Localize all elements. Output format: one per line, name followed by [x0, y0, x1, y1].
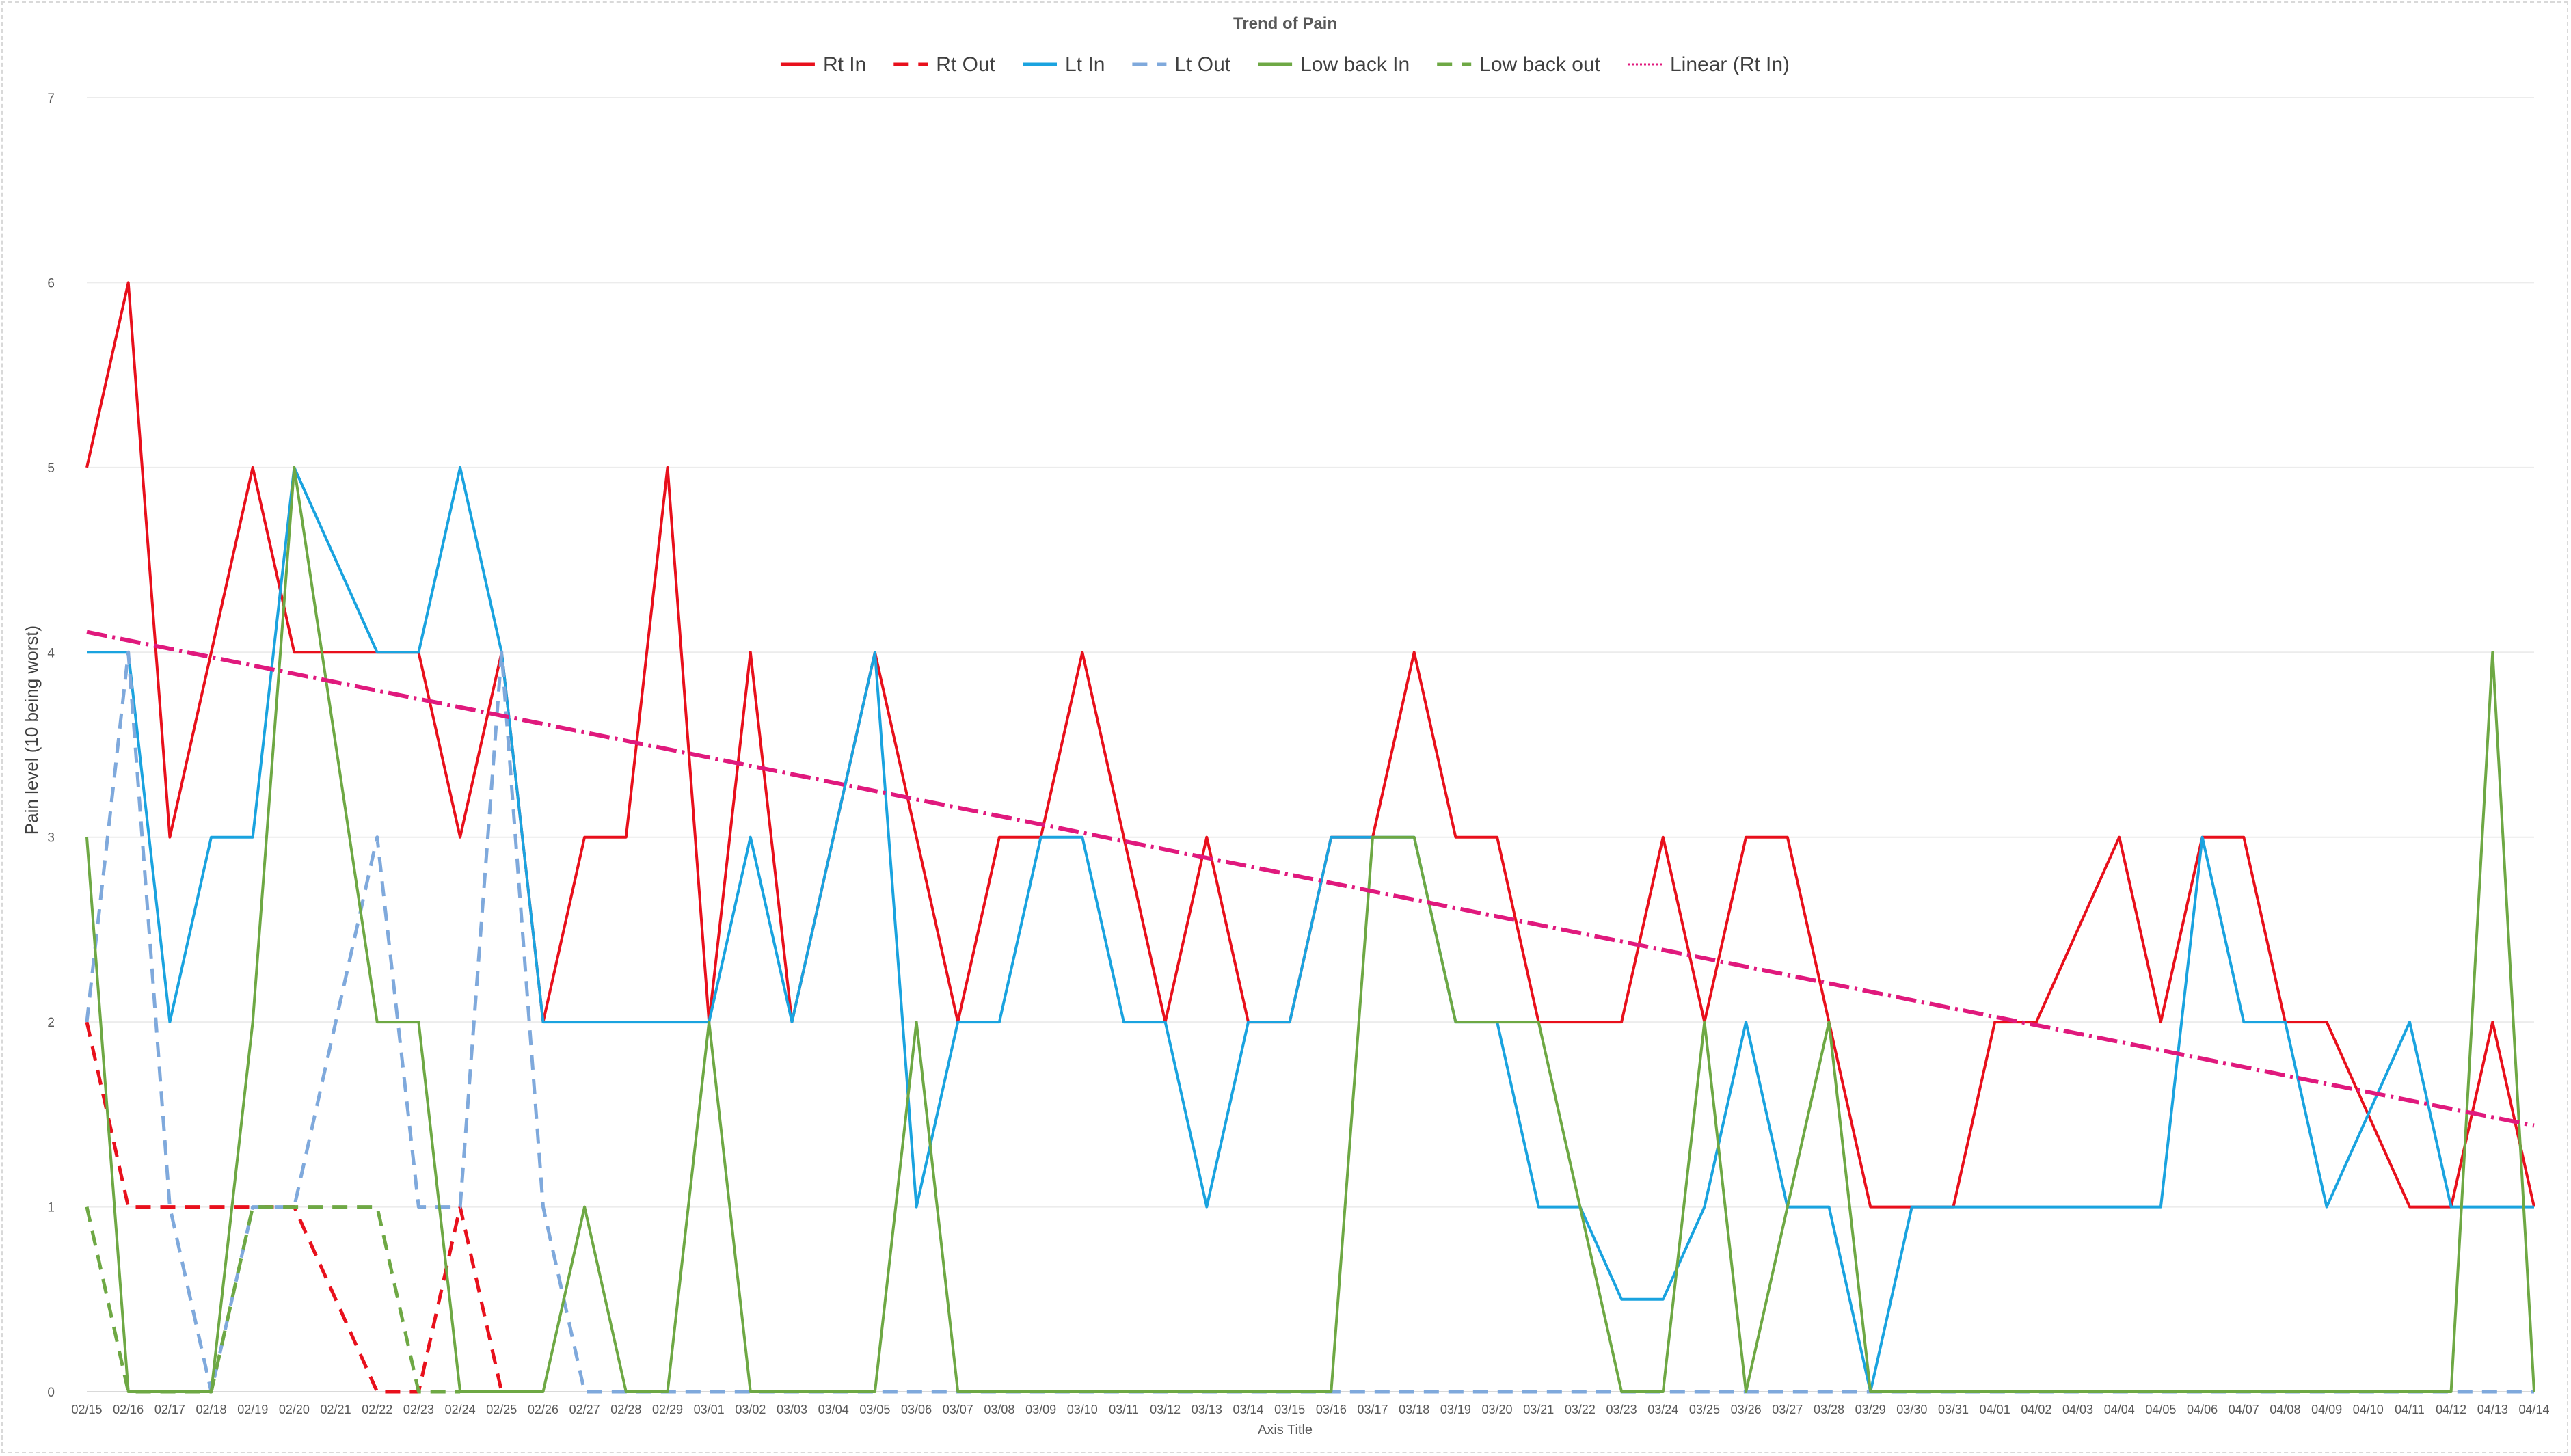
legend-label: Rt In [823, 53, 866, 76]
y-tick-label: 6 [47, 276, 55, 291]
x-tick-label: 03/29 [1855, 1403, 1886, 1416]
y-tick-label: 5 [47, 461, 55, 476]
legend-item-rt-out[interactable]: Rt Out [893, 53, 996, 76]
x-tick-label: 03/30 [1896, 1403, 1927, 1416]
y-tick-label: 4 [47, 646, 55, 660]
legend-label: Lt Out [1174, 53, 1230, 76]
y-tick-label: 2 [47, 1016, 55, 1030]
legend-label: Lt In [1065, 53, 1105, 76]
trendline-layer [86, 630, 2535, 1128]
x-tick-label: 03/22 [1565, 1403, 1596, 1416]
x-tick-label: 03/12 [1150, 1403, 1181, 1416]
x-tick-label: 03/17 [1357, 1403, 1388, 1416]
x-tick-label: 03/25 [1689, 1403, 1720, 1416]
y-tick-label: 0 [47, 1386, 55, 1400]
x-tick-label: 02/19 [237, 1403, 268, 1416]
legend: Rt In Rt Out Lt In Lt Out Low back In Low bac… [780, 53, 1790, 76]
x-tick-label: 02/18 [196, 1403, 227, 1416]
y-axis: 0 1 2 3 4 5 6 7 [47, 92, 55, 1400]
legend-item-linear-rt-in[interactable]: Linear (Rt In) [1627, 53, 1790, 76]
x-tick-label: 02/17 [154, 1403, 185, 1416]
x-tick-label: 03/18 [1399, 1403, 1429, 1416]
x-tick-label: 03/09 [1025, 1403, 1056, 1416]
x-tick-label: 03/31 [1938, 1403, 1969, 1416]
x-tick-label: 02/20 [279, 1403, 310, 1416]
x-tick-label: 03/27 [1772, 1403, 1803, 1416]
x-tick-label: 03/24 [1647, 1403, 1678, 1416]
gridlines [87, 97, 2534, 1392]
x-tick-label: 03/14 [1233, 1403, 1263, 1416]
x-tick-label: 02/24 [445, 1403, 476, 1416]
x-tick-label: 04/13 [2477, 1403, 2508, 1416]
legend-label: Rt Out [936, 53, 995, 76]
legend-label: Low back out [1479, 53, 1600, 76]
y-tick-label: 1 [47, 1201, 55, 1215]
x-tick-label: 04/02 [2021, 1403, 2051, 1416]
x-tick-label: 02/22 [362, 1403, 392, 1416]
x-tick-label: 02/26 [528, 1403, 558, 1416]
x-tick-label: 03/23 [1606, 1403, 1637, 1416]
series-line-low-back-in [85, 466, 2535, 1393]
y-tick-label: 7 [47, 92, 55, 106]
series-line-low-back-out [85, 1205, 461, 1394]
x-tick-label: 02/21 [321, 1403, 351, 1416]
legend-item-low-back-in[interactable]: Low back In [1258, 53, 1410, 76]
legend-label: Low back In [1300, 53, 1410, 76]
x-tick-label: 03/16 [1316, 1403, 1347, 1416]
x-tick-label: 03/11 [1109, 1403, 1139, 1416]
x-tick-label: 03/20 [1482, 1403, 1513, 1416]
x-tick-label: 03/19 [1440, 1403, 1471, 1416]
x-tick-label: 03/10 [1067, 1403, 1098, 1416]
x-tick-label: 04/08 [2270, 1403, 2300, 1416]
x-tick-label: 03/05 [859, 1403, 890, 1416]
x-tick-label: 03/02 [735, 1403, 766, 1416]
x-tick-label: 03/08 [984, 1403, 1014, 1416]
x-axis: 02/15 02/16 02/17 02/18 02/19 02/20 02/21 02/22… [71, 1403, 2549, 1416]
x-tick-label: 03/15 [1274, 1403, 1305, 1416]
legend-label: Linear (Rt In) [1670, 53, 1790, 76]
x-axis-title: Axis Title [1258, 1423, 1313, 1438]
chart-title: Trend of Pain [1233, 14, 1337, 33]
x-tick-label: 04/09 [2311, 1403, 2342, 1416]
y-tick-label: 3 [47, 831, 55, 846]
x-tick-label: 02/28 [610, 1403, 641, 1416]
x-tick-label: 02/23 [403, 1403, 434, 1416]
x-tick-label: 03/06 [901, 1403, 932, 1416]
x-tick-label: 02/29 [652, 1403, 683, 1416]
series-line-rt-in [85, 281, 2535, 1209]
y-axis-title: Pain level (10 being worst) [21, 625, 42, 835]
x-tick-label: 03/03 [777, 1403, 807, 1416]
legend-item-lt-in[interactable]: Lt In [1023, 53, 1105, 76]
legend-item-lt-out[interactable]: Lt Out [1132, 53, 1231, 76]
x-tick-label: 04/03 [2062, 1403, 2093, 1416]
x-tick-label: 03/21 [1523, 1403, 1554, 1416]
x-tick-label: 03/26 [1731, 1403, 1762, 1416]
x-tick-label: 02/27 [569, 1403, 600, 1416]
x-tick-label: 03/04 [818, 1403, 849, 1416]
trendline-linear-rt-in [86, 630, 2535, 1128]
x-tick-label: 03/07 [943, 1403, 973, 1416]
x-tick-label: 02/25 [486, 1403, 517, 1416]
x-tick-label: 04/12 [2436, 1403, 2466, 1416]
x-tick-label: 04/05 [2145, 1403, 2176, 1416]
legend-item-low-back-out[interactable]: Low back out [1437, 53, 1601, 76]
x-tick-label: 04/11 [2395, 1403, 2425, 1416]
x-tick-label: 04/14 [2518, 1403, 2549, 1416]
series-layer [85, 281, 2535, 1394]
x-tick-label: 04/06 [2187, 1403, 2218, 1416]
x-tick-label: 02/16 [113, 1403, 144, 1416]
x-tick-label: 03/01 [694, 1403, 725, 1416]
x-tick-label: 03/28 [1814, 1403, 1844, 1416]
x-tick-label: 04/04 [2104, 1403, 2135, 1416]
legend-item-rt-in[interactable]: Rt In [780, 53, 866, 76]
x-tick-label: 04/07 [2229, 1403, 2259, 1416]
series-line-lt-in [87, 466, 2534, 1393]
x-tick-label: 02/15 [71, 1403, 102, 1416]
x-tick-label: 04/01 [1980, 1403, 2010, 1416]
x-tick-label: 04/10 [2353, 1403, 2384, 1416]
x-tick-label: 03/13 [1192, 1403, 1222, 1416]
